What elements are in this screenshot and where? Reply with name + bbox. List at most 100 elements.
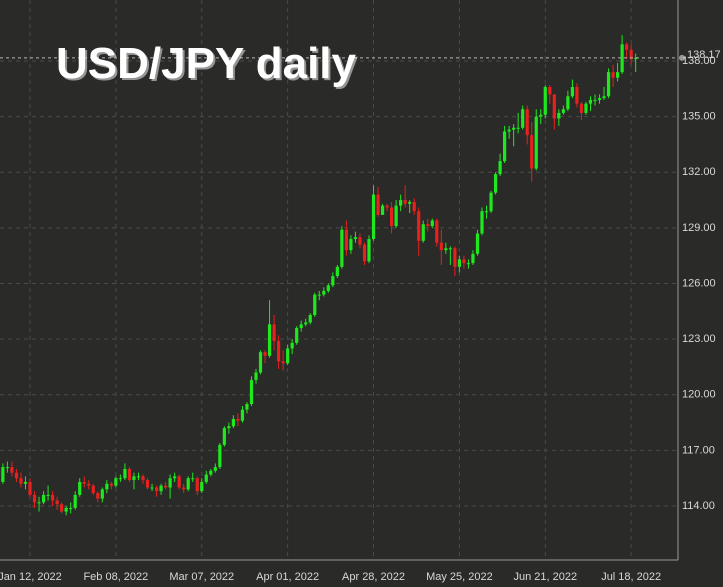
candle-body (227, 426, 231, 429)
candle-body (593, 99, 597, 101)
y-tick-label: 135.00 (682, 111, 716, 123)
candle-body (448, 248, 452, 250)
candle-body (87, 483, 91, 486)
candle-body (597, 98, 602, 100)
candle-body (634, 57, 638, 60)
candle-body (145, 480, 150, 488)
candle-body (209, 470, 213, 475)
candle-body (19, 478, 23, 484)
candle-body (417, 211, 421, 241)
candle-body (114, 478, 118, 486)
candle-body (390, 207, 394, 227)
y-tick-label: 132.00 (682, 166, 716, 178)
candle-body (403, 200, 407, 204)
candle-body (616, 72, 620, 78)
candle-body (55, 500, 59, 505)
candle-body (46, 494, 50, 496)
candle-body (308, 315, 312, 323)
candle-body (543, 86, 547, 115)
x-tick-label: Apr 01, 2022 (256, 571, 319, 583)
candle-body (231, 418, 235, 427)
candle-body (164, 485, 168, 488)
candle-body (10, 467, 14, 473)
candle-body (258, 352, 263, 373)
candle-body (475, 233, 480, 254)
candle-body (399, 200, 403, 206)
y-tick-label: 129.00 (682, 222, 716, 234)
candle-body (385, 205, 389, 208)
candle-body (588, 99, 593, 104)
candle-body (41, 494, 46, 503)
candle-body (267, 324, 272, 356)
candle-body (439, 242, 443, 251)
y-tick-label: 138.00 (682, 55, 716, 67)
candle-body (539, 114, 543, 117)
candle-body (69, 507, 73, 509)
last-price-label: 138.17 (687, 49, 721, 61)
x-tick-label: Apr 28, 2022 (342, 571, 405, 583)
candle-body (412, 201, 416, 212)
candle-body (625, 44, 629, 50)
candle-body (204, 474, 208, 482)
candle-body (525, 109, 529, 136)
grid (0, 0, 678, 560)
x-tick-label: Mar 07, 2022 (169, 571, 234, 583)
candle-body (96, 493, 100, 499)
candle-body (141, 476, 145, 481)
candle-body (123, 468, 127, 479)
y-tick-label: 117.00 (682, 444, 715, 456)
candle-body (326, 285, 330, 291)
candle-body (530, 135, 534, 169)
candle-body (254, 372, 258, 380)
candle-body (566, 96, 570, 110)
candle-body (484, 211, 489, 213)
candle-body (335, 266, 339, 277)
candle-body (331, 276, 335, 286)
candle-body (304, 322, 308, 325)
candle-body (344, 229, 348, 251)
candle-body (245, 404, 249, 410)
candle-body (516, 127, 520, 129)
candle-body (295, 328, 299, 343)
candle-body (173, 476, 177, 479)
y-tick-label: 120.00 (682, 389, 716, 401)
candle-body (191, 478, 195, 480)
last-price-dot (679, 54, 685, 61)
candle-body (290, 342, 294, 349)
candle-body (561, 109, 565, 113)
candle-body (28, 481, 32, 495)
candle-body (299, 324, 303, 329)
candles (0, 35, 685, 516)
candle-body (579, 103, 584, 113)
candle-body (471, 253, 475, 264)
candle-body (584, 103, 588, 113)
candle-body (380, 205, 385, 215)
candle-body (358, 237, 362, 245)
candle-body (64, 507, 68, 512)
candle-body (37, 502, 41, 504)
candle-body (51, 494, 55, 501)
candle-body (362, 244, 367, 262)
candle-body (376, 194, 380, 215)
candle-body (602, 96, 606, 99)
candle-body (5, 467, 9, 469)
candle-body (159, 485, 163, 492)
candle-body (629, 49, 633, 60)
candle-body (91, 485, 95, 494)
candle-body (200, 481, 204, 492)
candle-body (249, 379, 254, 405)
candle-body (136, 476, 141, 478)
candle-body (371, 194, 376, 240)
chart-title-shadow: USD/JPY daily (58, 41, 359, 90)
candle-body (272, 324, 276, 342)
candle-body (317, 294, 321, 296)
candle-body (281, 361, 285, 364)
candle-body (240, 409, 245, 421)
candle-body (606, 72, 611, 97)
candle-body (127, 468, 132, 481)
candle-body (521, 109, 525, 128)
candle-body (218, 444, 222, 468)
x-tick-label: May 25, 2022 (426, 571, 493, 583)
candle-body (444, 248, 448, 251)
